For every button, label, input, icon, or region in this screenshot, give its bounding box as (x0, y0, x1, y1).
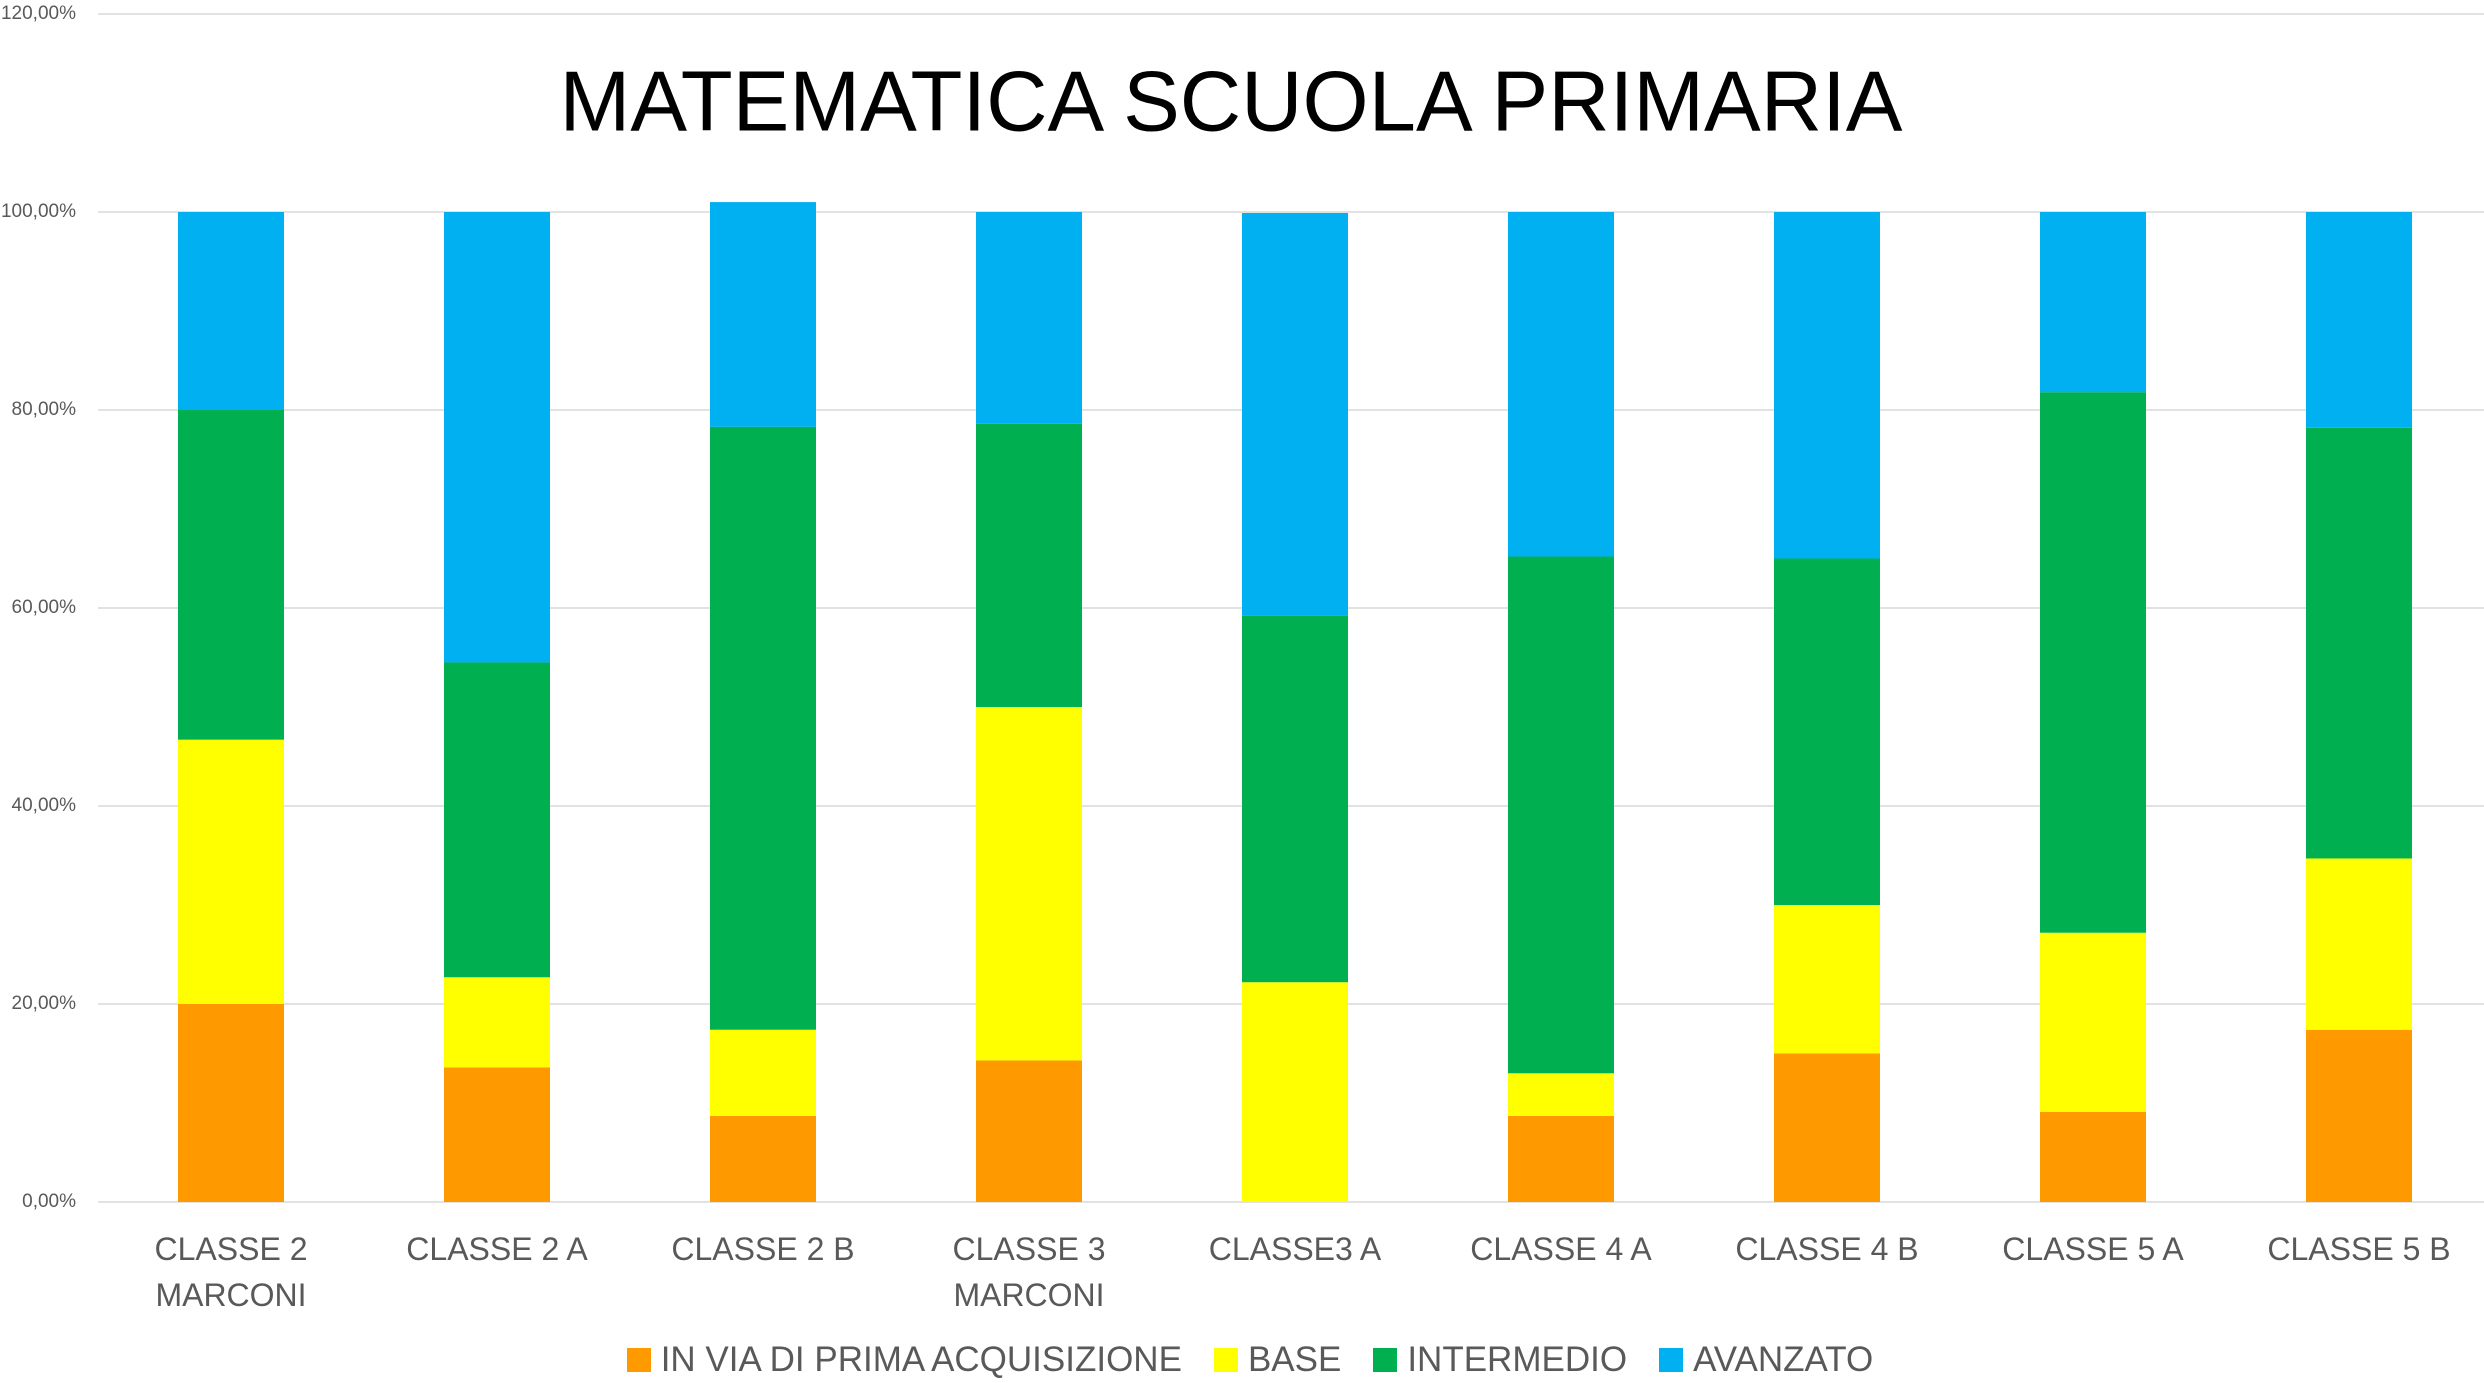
y-tick-label: 120,00% (1, 3, 76, 24)
y-tick-label: 0,00% (22, 1191, 76, 1212)
legend-label: IN VIA DI PRIMA ACQUISIZIONE (660, 1340, 1182, 1379)
bar-segment (1508, 1073, 1614, 1116)
bar-segment (1774, 1053, 1880, 1202)
legend-label: BASE (1247, 1340, 1342, 1379)
y-tick-label: 20,00% (12, 993, 77, 1014)
bar-segment (444, 977, 550, 1068)
legend-swatch (1213, 1348, 1238, 1372)
x-tick-label: CLASSE 5 B (2267, 1231, 2451, 1267)
x-tick-label: CLASSE 4 B (1735, 1231, 1919, 1267)
bar-segment (1508, 1115, 1614, 1202)
legend-swatch (626, 1348, 651, 1372)
bar-segment (2306, 1029, 2412, 1202)
y-tick-label: 40,00% (12, 795, 77, 816)
legend-swatch (1659, 1348, 1684, 1372)
x-tick-label: CLASSE3 A (1208, 1231, 1382, 1267)
bar-segment (2306, 427, 2412, 859)
bar-segment (976, 212, 1082, 424)
legend-label: INTERMEDIO (1407, 1340, 1628, 1379)
y-tick-label: 80,00% (12, 399, 77, 420)
bar-segment (1774, 905, 1880, 1054)
bar-segment (178, 212, 284, 410)
x-tick-label: CLASSE 5 A (2002, 1231, 2184, 1267)
bar-segment (1242, 615, 1348, 983)
bar-segment (976, 1060, 1082, 1202)
bar-segment (2306, 212, 2412, 428)
bar-segment (178, 739, 284, 1004)
bar-segment (1774, 558, 1880, 905)
legend-item: BASE (1213, 1340, 1342, 1380)
legend: IN VIA DI PRIMA ACQUISIZIONE BASE INTERMED… (0, 1340, 2484, 1380)
bar-segment (710, 202, 816, 427)
legend-item: INTERMEDIO (1373, 1340, 1627, 1380)
bar-segment (976, 423, 1082, 707)
bar-segment (178, 410, 284, 740)
x-tick-label: CLASSE 4 A (1470, 1231, 1652, 1267)
bar-segment (1242, 212, 1348, 616)
bar-segment (2040, 1111, 2146, 1202)
bar-segment (1508, 556, 1614, 1074)
bar-segment (444, 1067, 550, 1202)
x-tick-label: CLASSE 3 MARCONI (952, 1231, 1106, 1313)
bar-segment (2306, 858, 2412, 1030)
bar-segment (976, 707, 1082, 1061)
bar-segment (710, 426, 816, 1030)
bar-segment (1508, 212, 1614, 557)
bar-segment (2040, 212, 2146, 393)
bar-segment (1774, 212, 1880, 559)
bar-segment (178, 1004, 284, 1202)
bar-segment (2040, 392, 2146, 933)
x-tick-label: CLASSE 2 MARCONI (154, 1231, 308, 1313)
x-tick-label: CLASSE 2 A (406, 1231, 588, 1267)
bar-segment (444, 662, 550, 978)
bar-segment (444, 212, 550, 663)
y-tick-label: 100,00% (1, 201, 76, 222)
legend-item: IN VIA DI PRIMA ACQUISIZIONE (626, 1340, 1182, 1380)
bar-segment (710, 1115, 816, 1202)
bar-segment (2040, 932, 2146, 1112)
legend-swatch (1373, 1348, 1398, 1372)
legend-label: AVANZATO (1693, 1340, 1874, 1379)
bar-segment (1242, 982, 1348, 1202)
y-tick-label: 60,00% (12, 597, 77, 618)
x-tick-label: CLASSE 2 B (671, 1231, 855, 1267)
chart-title: MATEMATICA SCUOLA PRIMARIA (560, 54, 1903, 149)
bar-segment (710, 1029, 816, 1116)
legend-item: AVANZATO (1659, 1340, 1873, 1380)
